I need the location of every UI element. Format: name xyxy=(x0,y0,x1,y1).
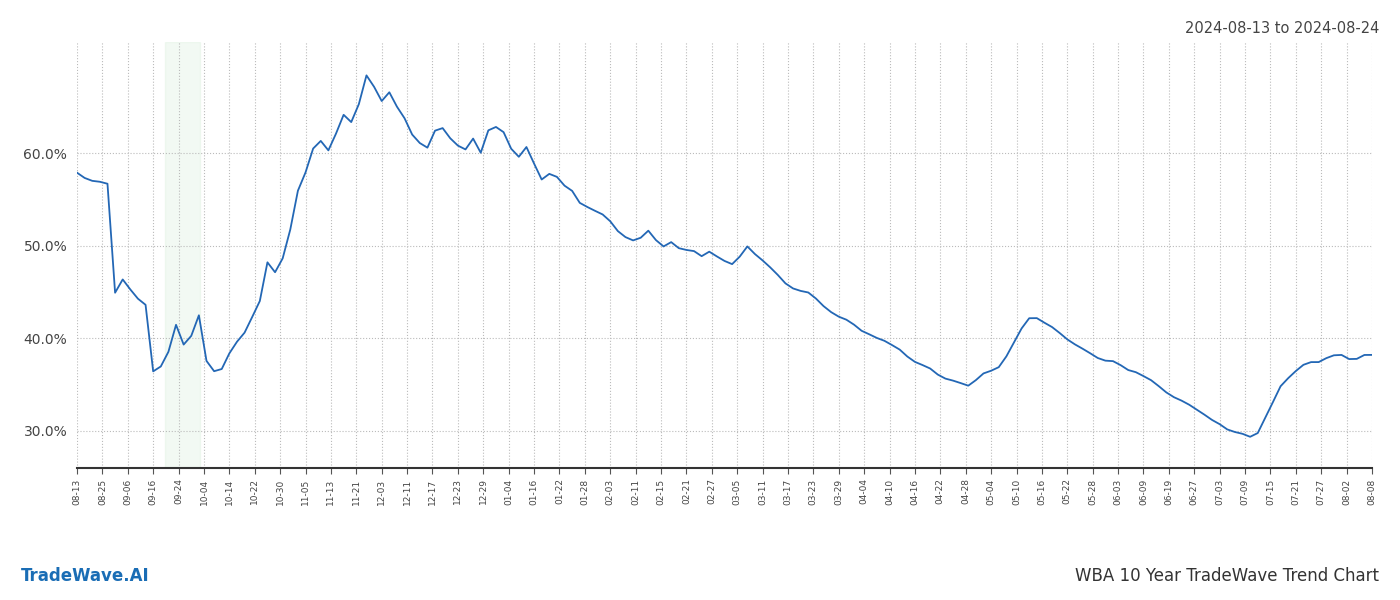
Text: WBA 10 Year TradeWave Trend Chart: WBA 10 Year TradeWave Trend Chart xyxy=(1075,567,1379,585)
Text: TradeWave.AI: TradeWave.AI xyxy=(21,567,150,585)
Bar xyxy=(165,42,200,468)
Text: 2024-08-13 to 2024-08-24: 2024-08-13 to 2024-08-24 xyxy=(1184,21,1379,36)
